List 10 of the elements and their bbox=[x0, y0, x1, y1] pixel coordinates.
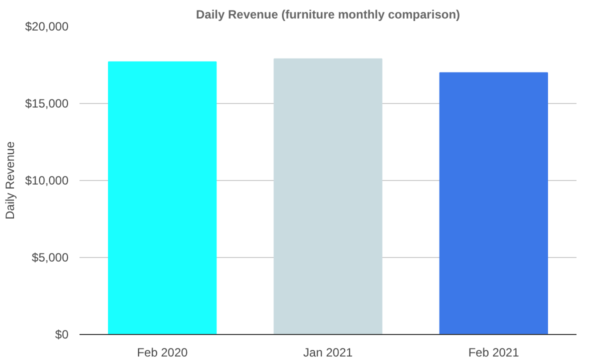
y-tick-label: $0 bbox=[55, 328, 69, 342]
y-tick-label: $10,000 bbox=[25, 174, 69, 188]
chart-title: Daily Revenue (furniture monthly comparison) bbox=[196, 8, 460, 22]
y-tick-label: $15,000 bbox=[25, 96, 69, 110]
x-tick-label: Jan 2021 bbox=[303, 346, 354, 360]
x-tick-label: Feb 2020 bbox=[136, 346, 188, 360]
y-tick-label: $5,000 bbox=[32, 250, 69, 264]
y-axis-title: Daily Revenue bbox=[3, 141, 18, 220]
y-tick-label: $20,000 bbox=[25, 20, 69, 34]
x-tick-label: Feb 2021 bbox=[468, 346, 520, 360]
